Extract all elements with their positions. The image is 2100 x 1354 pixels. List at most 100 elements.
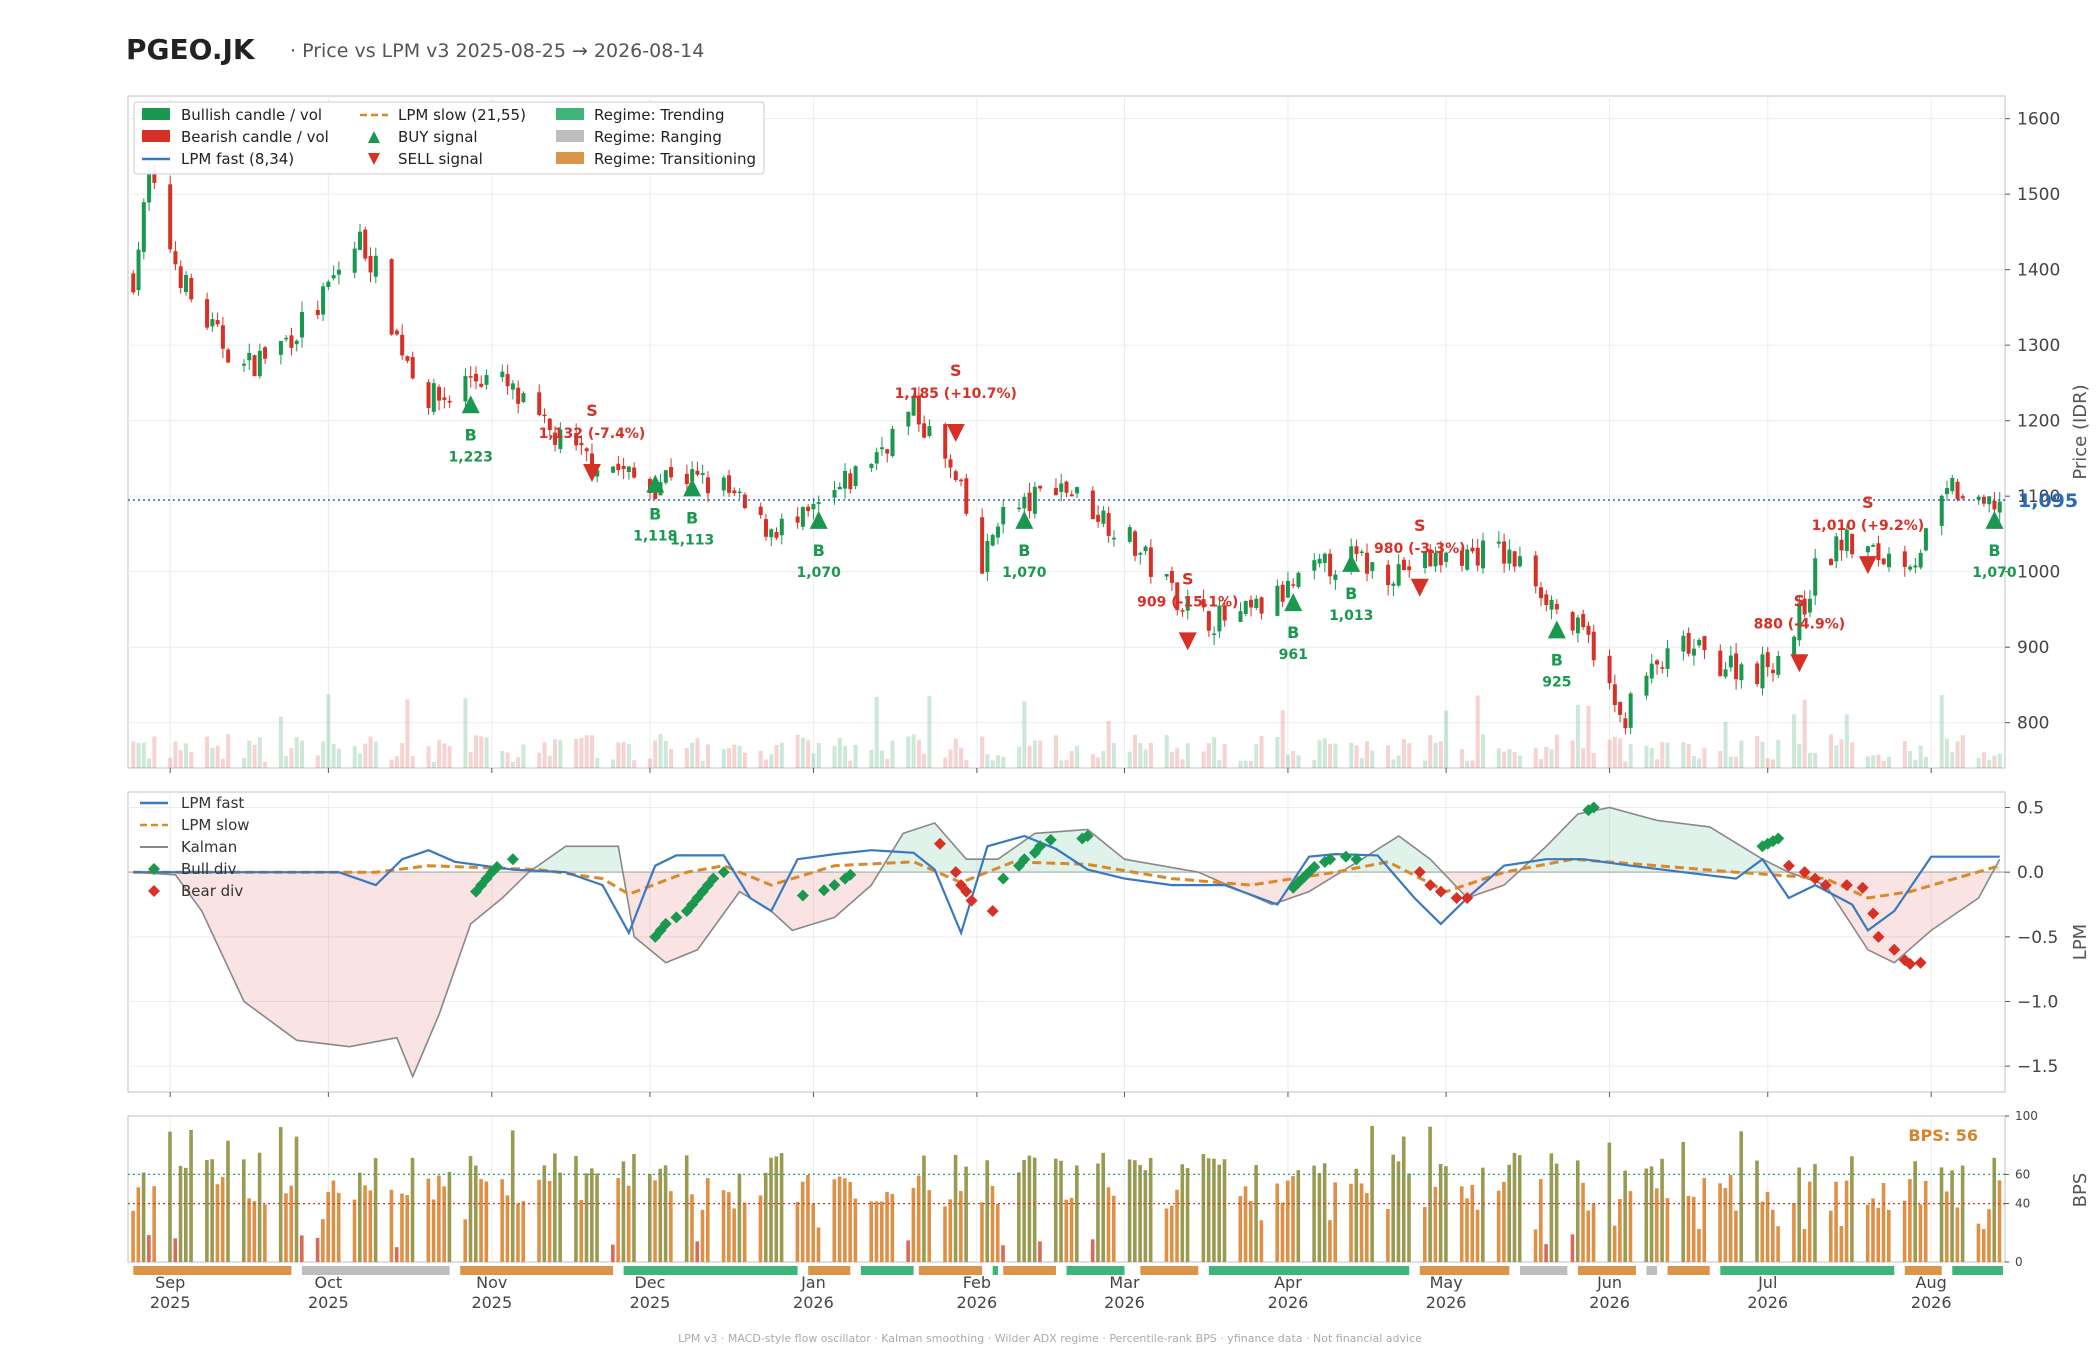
bps-bar [848,1182,852,1262]
candle-body [1280,584,1285,602]
bps-bar [1549,1153,1554,1262]
volume-bar [1771,759,1776,768]
candle-body [616,463,621,471]
candle-body [484,375,489,385]
bps-bar [721,1190,726,1262]
bps-bar [1407,1173,1411,1262]
candle-body [516,387,521,404]
bps-bar [922,1155,926,1262]
bps-bar [1728,1175,1733,1262]
sell-signal-result: 1,185 (+10.7%) [895,386,1017,402]
bear-div-marker [1856,881,1869,894]
candle-body [732,490,737,494]
candle-body [1296,572,1301,587]
bps-bar [1032,1157,1037,1262]
bps-bar [879,1201,884,1262]
bps-last-label: BPS: 56 [1908,1126,1978,1145]
price-legend-label: LPM slow (21,55) [398,106,526,124]
bps-bar [690,1194,694,1262]
bps-bar [1249,1201,1253,1262]
volume-bar [779,742,784,768]
candle-body [257,350,262,377]
bear-div-marker [949,866,962,879]
bps-bar [906,1240,910,1262]
volume-bar [1660,742,1665,768]
bps-bar [321,1219,325,1262]
volume-bar [447,746,452,768]
candle-body [742,494,747,509]
bps-bar [152,1186,156,1262]
volume-bar [252,744,257,768]
volume-bar [1612,736,1617,768]
volume-bar [1829,734,1834,768]
bps-bar [795,1201,800,1262]
sell-signal-label: S [1182,569,1194,588]
bps-bar [410,1157,415,1262]
bps-bar [1908,1179,1912,1262]
buy-signal-price: 961 [1279,647,1308,663]
lpm-axis-label: LPM [2070,924,2091,960]
candle-body [1391,583,1396,586]
bull-div-marker [1772,832,1785,845]
volume-bar [579,737,584,768]
volume-bar [700,760,705,768]
candle-body [241,363,246,366]
candle-body [1470,547,1475,552]
candle-body [1365,552,1370,574]
bps-bar [1554,1163,1559,1262]
bps-bar [1850,1156,1854,1262]
bps-bar [653,1180,657,1262]
candle-body [1259,597,1264,614]
bps-bar [964,1166,968,1262]
bps-bar [1370,1125,1374,1262]
volume-bar [943,757,948,768]
price-legend-label: LPM fast (8,34) [181,150,294,168]
bps-bar [742,1202,747,1262]
candle-body [800,507,805,527]
bps-bar [468,1156,473,1262]
volume-bar [1908,751,1913,768]
bps-bar [1391,1154,1395,1262]
bps-bar [373,1158,378,1262]
volume-bar [1871,755,1876,768]
last-price-label: 1,095 [2018,490,2078,512]
volume-bar [521,744,526,768]
volume-bar [647,758,652,768]
bps-bar [336,1192,341,1262]
candle-body [1201,599,1206,608]
candle-body [473,373,478,382]
volume-bar [1001,756,1006,768]
bear-div-marker [1782,859,1795,872]
volume-bar [442,743,447,768]
volume-bar [1481,734,1486,768]
volume-bar [653,740,658,768]
bps-bar [1438,1163,1443,1262]
bps-bar [774,1156,779,1262]
volume-bar [352,746,357,768]
volume-bar [1507,749,1512,768]
volume-bar [732,744,737,768]
x-tick-label-month: Dec [634,1273,665,1292]
volume-bar [995,755,1000,768]
bps-bar [1465,1198,1469,1262]
bear-div-marker [965,894,978,907]
candle-body [357,231,362,250]
candle-body [1628,693,1633,728]
regime-segment-transition [1419,1266,1510,1275]
bps-bar [1296,1170,1301,1262]
volume-bar [1865,756,1870,768]
candle-body [1401,559,1406,571]
buy-signal-label: B [465,425,477,444]
volume-bar [299,740,304,768]
candle-body [1164,573,1169,577]
candle-body [995,526,1000,538]
candle-body [885,449,890,454]
candle-body [431,383,436,412]
volume-bar [1212,737,1217,768]
volume-bar [1038,740,1043,768]
candle-body [1396,564,1401,586]
bps-bar [616,1177,620,1262]
candle-body [1871,544,1876,547]
price-legend-label: Regime: Transitioning [594,150,756,168]
